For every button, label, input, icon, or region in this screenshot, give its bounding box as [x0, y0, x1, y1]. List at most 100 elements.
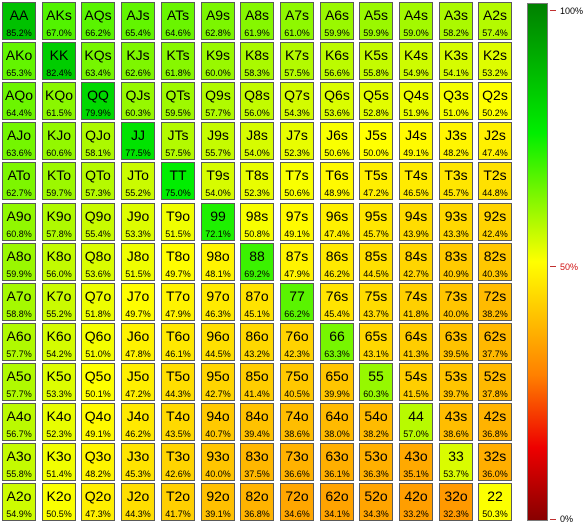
hand-cell[interactable]: Q9s 57.7%: [201, 82, 235, 120]
hand-cell[interactable]: J2o 44.3%: [121, 483, 155, 521]
hand-cell[interactable]: 75s 43.7%: [359, 283, 393, 321]
hand-cell[interactable]: 33 53.7%: [439, 443, 473, 481]
hand-cell[interactable]: K4o 52.3%: [42, 403, 76, 441]
hand-cell[interactable]: AA 85.2%: [2, 2, 36, 40]
hand-cell[interactable]: 86s 46.2%: [320, 243, 354, 281]
hand-cell[interactable]: J8s 54.0%: [240, 122, 274, 160]
hand-cell[interactable]: Q6s 53.6%: [320, 82, 354, 120]
hand-cell[interactable]: 98o 48.1%: [201, 243, 235, 281]
hand-cell[interactable]: 97o 46.3%: [201, 283, 235, 321]
hand-cell[interactable]: 73o 36.6%: [280, 443, 314, 481]
hand-cell[interactable]: A9s 62.8%: [201, 2, 235, 40]
hand-cell[interactable]: T5s 47.2%: [359, 162, 393, 200]
hand-cell[interactable]: KTo 59.7%: [42, 162, 76, 200]
hand-cell[interactable]: Q2s 50.2%: [478, 82, 512, 120]
hand-cell[interactable]: J7s 52.3%: [280, 122, 314, 160]
hand-cell[interactable]: J3o 45.3%: [121, 443, 155, 481]
hand-cell[interactable]: KQs 63.4%: [81, 42, 115, 80]
hand-cell[interactable]: K2o 50.5%: [42, 483, 76, 521]
hand-cell[interactable]: A3s 58.2%: [439, 2, 473, 40]
hand-cell[interactable]: J9o 53.3%: [121, 203, 155, 241]
hand-cell[interactable]: A4o 56.7%: [2, 403, 36, 441]
hand-cell[interactable]: 66 63.3%: [320, 323, 354, 361]
hand-cell[interactable]: 72s 38.2%: [478, 283, 512, 321]
hand-cell[interactable]: Q5o 50.1%: [81, 363, 115, 401]
hand-cell[interactable]: 97s 49.1%: [280, 203, 314, 241]
hand-cell[interactable]: 95s 45.7%: [359, 203, 393, 241]
hand-cell[interactable]: J9s 55.7%: [201, 122, 235, 160]
hand-cell[interactable]: 52o 34.3%: [359, 483, 393, 521]
hand-cell[interactable]: T4o 43.5%: [161, 403, 195, 441]
hand-cell[interactable]: K5s 55.8%: [359, 42, 393, 80]
hand-cell[interactable]: TT 75.0%: [161, 162, 195, 200]
hand-cell[interactable]: 62s 37.7%: [478, 323, 512, 361]
hand-cell[interactable]: T6s 48.9%: [320, 162, 354, 200]
hand-cell[interactable]: Q6o 51.0%: [81, 323, 115, 361]
hand-cell[interactable]: J4s 49.1%: [399, 122, 433, 160]
hand-cell[interactable]: K9o 57.8%: [42, 203, 76, 241]
hand-cell[interactable]: KJs 62.6%: [121, 42, 155, 80]
hand-cell[interactable]: KTs 61.8%: [161, 42, 195, 80]
hand-cell[interactable]: 44 57.0%: [399, 403, 433, 441]
hand-cell[interactable]: 76s 45.4%: [320, 283, 354, 321]
hand-cell[interactable]: J6s 50.6%: [320, 122, 354, 160]
hand-cell[interactable]: JTs 57.5%: [161, 122, 195, 160]
hand-cell[interactable]: T7o 47.9%: [161, 283, 195, 321]
hand-cell[interactable]: 85s 44.5%: [359, 243, 393, 281]
hand-cell[interactable]: 55 60.3%: [359, 363, 393, 401]
hand-cell[interactable]: 85o 41.4%: [240, 363, 274, 401]
hand-cell[interactable]: K8o 56.0%: [42, 243, 76, 281]
hand-cell[interactable]: T6o 46.1%: [161, 323, 195, 361]
hand-cell[interactable]: 74s 41.8%: [399, 283, 433, 321]
hand-cell[interactable]: 84o 39.4%: [240, 403, 274, 441]
hand-cell[interactable]: A3o 55.8%: [2, 443, 36, 481]
hand-cell[interactable]: 82o 36.8%: [240, 483, 274, 521]
hand-cell[interactable]: 86o 43.2%: [240, 323, 274, 361]
hand-cell[interactable]: A2o 54.9%: [2, 483, 36, 521]
hand-cell[interactable]: A6s 59.9%: [320, 2, 354, 40]
hand-cell[interactable]: 43o 35.1%: [399, 443, 433, 481]
hand-cell[interactable]: J8o 51.5%: [121, 243, 155, 281]
hand-cell[interactable]: T7s 50.6%: [280, 162, 314, 200]
hand-cell[interactable]: Q7s 54.3%: [280, 82, 314, 120]
hand-cell[interactable]: 52s 37.8%: [478, 363, 512, 401]
hand-cell[interactable]: A7s 61.0%: [280, 2, 314, 40]
hand-cell[interactable]: T2o 41.7%: [161, 483, 195, 521]
hand-cell[interactable]: 87o 45.1%: [240, 283, 274, 321]
hand-cell[interactable]: 99 72.1%: [201, 203, 235, 241]
hand-cell[interactable]: 42s 36.8%: [478, 403, 512, 441]
hand-cell[interactable]: Q4o 49.1%: [81, 403, 115, 441]
hand-cell[interactable]: Q9o 55.4%: [81, 203, 115, 241]
hand-cell[interactable]: 87s 47.9%: [280, 243, 314, 281]
hand-cell[interactable]: KK 82.4%: [42, 42, 76, 80]
hand-cell[interactable]: AQs 66.2%: [81, 2, 115, 40]
hand-cell[interactable]: J3s 48.2%: [439, 122, 473, 160]
hand-cell[interactable]: 62o 34.1%: [320, 483, 354, 521]
hand-cell[interactable]: 83o 37.5%: [240, 443, 274, 481]
hand-cell[interactable]: 96o 44.5%: [201, 323, 235, 361]
hand-cell[interactable]: 64o 38.0%: [320, 403, 354, 441]
hand-cell[interactable]: 96s 47.4%: [320, 203, 354, 241]
hand-cell[interactable]: QJo 58.1%: [81, 122, 115, 160]
hand-cell[interactable]: QTs 59.5%: [161, 82, 195, 120]
hand-cell[interactable]: A9o 60.8%: [2, 203, 36, 241]
hand-cell[interactable]: 63o 36.1%: [320, 443, 354, 481]
hand-cell[interactable]: Q3s 51.0%: [439, 82, 473, 120]
hand-cell[interactable]: 82s 40.3%: [478, 243, 512, 281]
hand-cell[interactable]: AKs 67.0%: [42, 2, 76, 40]
hand-cell[interactable]: T8s 52.3%: [240, 162, 274, 200]
hand-cell[interactable]: K3s 54.1%: [439, 42, 473, 80]
hand-cell[interactable]: AJo 63.6%: [2, 122, 36, 160]
hand-cell[interactable]: QQ 79.9%: [81, 82, 115, 120]
hand-cell[interactable]: 42o 33.2%: [399, 483, 433, 521]
hand-cell[interactable]: QTo 57.3%: [81, 162, 115, 200]
hand-cell[interactable]: AKo 65.3%: [2, 42, 36, 80]
hand-cell[interactable]: 93s 43.3%: [439, 203, 473, 241]
hand-cell[interactable]: J4o 46.2%: [121, 403, 155, 441]
hand-cell[interactable]: 88 69.2%: [240, 243, 274, 281]
hand-cell[interactable]: K7o 55.2%: [42, 283, 76, 321]
hand-cell[interactable]: A5o 57.7%: [2, 363, 36, 401]
hand-cell[interactable]: A7o 58.8%: [2, 283, 36, 321]
hand-cell[interactable]: 98s 50.8%: [240, 203, 274, 241]
hand-cell[interactable]: K2s 53.2%: [478, 42, 512, 80]
